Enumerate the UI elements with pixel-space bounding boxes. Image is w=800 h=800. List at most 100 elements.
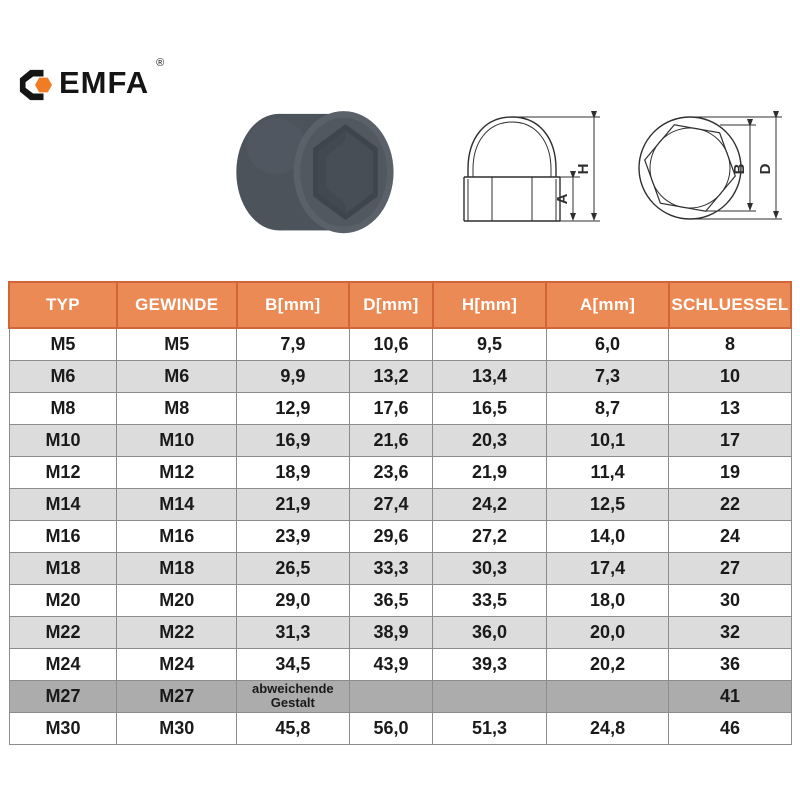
cell-gewinde: M8 bbox=[116, 391, 238, 425]
table-row: M24 M24 34,5 43,9 39,3 20,2 36 bbox=[8, 647, 792, 681]
table-row: M5 M5 7,9 10,6 9,5 6,0 8 bbox=[8, 327, 792, 361]
cell-a: 24,8 bbox=[545, 712, 670, 746]
cell-gewinde: M18 bbox=[116, 551, 238, 585]
table-row: M8 M8 12,9 17,6 16,5 8,7 13 bbox=[8, 391, 792, 425]
cell-gewinde: M10 bbox=[116, 423, 238, 457]
cell-h: 21,9 bbox=[432, 455, 547, 489]
cell-d: 21,6 bbox=[348, 423, 434, 457]
cell-typ: M20 bbox=[8, 583, 118, 617]
brand-logo: EMFA ® bbox=[18, 57, 164, 102]
cell-typ: M8 bbox=[8, 391, 118, 425]
header-d: D[mm] bbox=[348, 281, 434, 329]
header-h: H[mm] bbox=[431, 281, 548, 329]
cell-h: 39,3 bbox=[432, 647, 547, 681]
cell-h: 16,5 bbox=[432, 391, 547, 425]
cell-typ: M14 bbox=[8, 487, 118, 521]
cell-typ: M6 bbox=[8, 359, 118, 393]
cell-a: 12,5 bbox=[545, 487, 670, 521]
cell-h: 33,5 bbox=[432, 583, 547, 617]
cell-b: 21,9 bbox=[236, 487, 350, 521]
table-row: M22 M22 31,3 38,9 36,0 20,0 32 bbox=[8, 615, 792, 649]
cell-schluessel: 8 bbox=[668, 327, 792, 361]
cell-schluessel: 22 bbox=[668, 487, 792, 521]
cell-a: 6,0 bbox=[545, 327, 670, 361]
table-row: M20 M20 29,0 36,5 33,5 18,0 30 bbox=[8, 583, 792, 617]
hex-clamp-logo-icon bbox=[19, 69, 52, 101]
cell-gewinde: M24 bbox=[116, 647, 238, 681]
cell-d: 33,3 bbox=[348, 551, 434, 585]
cell-h: 30,3 bbox=[432, 551, 547, 585]
product-photo bbox=[236, 111, 394, 234]
cell-gewinde: M6 bbox=[116, 359, 238, 393]
cell-schluessel: 30 bbox=[668, 583, 792, 617]
cell-gewinde: M22 bbox=[116, 615, 238, 649]
header-a: A[mm] bbox=[545, 281, 670, 329]
cell-d: 56,0 bbox=[348, 712, 434, 746]
cell-d: 29,6 bbox=[348, 519, 434, 553]
spec-table-body: M5 M5 7,9 10,6 9,5 6,0 8 M6 M6 9,9 13,2 13,4 7,3 10 M8… bbox=[8, 327, 792, 746]
cell-typ: M12 bbox=[8, 455, 118, 489]
cell-a: 20,2 bbox=[545, 647, 670, 681]
cell-d bbox=[348, 679, 434, 714]
cell-b: 26,5 bbox=[236, 551, 350, 585]
cell-d: 10,6 bbox=[348, 327, 434, 361]
table-row: M10 M10 16,9 21,6 20,3 10,1 17 bbox=[8, 423, 792, 457]
cell-d: 43,9 bbox=[348, 647, 434, 681]
cell-schluessel: 41 bbox=[668, 679, 792, 714]
cell-schluessel: 32 bbox=[668, 615, 792, 649]
cell-d: 36,5 bbox=[348, 583, 434, 617]
cell-h bbox=[432, 679, 547, 714]
spec-table: TYP GEWINDE B[mm] D[mm] H[mm] A[mm] SCHL… bbox=[8, 281, 793, 746]
cell-b: 7,9 bbox=[236, 327, 350, 361]
table-row: M18 M18 26,5 33,3 30,3 17,4 27 bbox=[8, 551, 792, 585]
cell-typ: M27 bbox=[8, 679, 118, 714]
cell-b: 45,8 bbox=[236, 712, 350, 746]
cell-a: 14,0 bbox=[545, 519, 670, 553]
cell-typ: M10 bbox=[8, 423, 118, 457]
cell-typ: M5 bbox=[8, 327, 118, 361]
dim-label-H: H bbox=[575, 164, 592, 175]
cell-gewinde: M16 bbox=[116, 519, 238, 553]
cell-typ: M18 bbox=[8, 551, 118, 585]
registered-mark: ® bbox=[156, 57, 165, 69]
cell-a: 17,4 bbox=[545, 551, 670, 585]
spec-table-container: TYP GEWINDE B[mm] D[mm] H[mm] A[mm] SCHL… bbox=[8, 281, 793, 746]
cell-d: 27,4 bbox=[348, 487, 434, 521]
table-row: M16 M16 23,9 29,6 27,2 14,0 24 bbox=[8, 519, 792, 553]
cell-h: 13,4 bbox=[432, 359, 547, 393]
cell-b: 34,5 bbox=[236, 647, 350, 681]
cell-b: 18,9 bbox=[236, 455, 350, 489]
cell-gewinde: M12 bbox=[116, 455, 238, 489]
cell-gewinde: M14 bbox=[116, 487, 238, 521]
table-row: M30 M30 45,8 56,0 51,3 24,8 46 bbox=[8, 712, 792, 746]
cell-gewinde: M20 bbox=[116, 583, 238, 617]
cell-schluessel: 24 bbox=[668, 519, 792, 553]
table-row: M27 M27 abweichende Gestalt 41 bbox=[8, 679, 792, 714]
cell-typ: M22 bbox=[8, 615, 118, 649]
table-row: M14 M14 21,9 27,4 24,2 12,5 22 bbox=[8, 487, 792, 521]
cell-schluessel: 19 bbox=[668, 455, 792, 489]
cell-gewinde: M27 bbox=[116, 679, 238, 714]
cell-b: abweichende Gestalt bbox=[236, 679, 350, 714]
cell-schluessel: 36 bbox=[668, 647, 792, 681]
cell-h: 24,2 bbox=[432, 487, 547, 521]
header-schluessel: SCHLUESSEL bbox=[667, 281, 793, 329]
header-b: B[mm] bbox=[235, 281, 351, 329]
cell-gewinde: M30 bbox=[116, 712, 238, 746]
cell-typ: M16 bbox=[8, 519, 118, 553]
cell-a: 11,4 bbox=[545, 455, 670, 489]
brand-name: EMFA bbox=[59, 65, 150, 100]
cell-a: 10,1 bbox=[545, 423, 670, 457]
side-view-drawing: A H bbox=[463, 111, 600, 222]
cell-h: 20,3 bbox=[432, 423, 547, 457]
cell-typ: M24 bbox=[8, 647, 118, 681]
cell-b: 23,9 bbox=[236, 519, 350, 553]
cell-d: 23,6 bbox=[348, 455, 434, 489]
cell-schluessel: 17 bbox=[668, 423, 792, 457]
cell-h: 9,5 bbox=[432, 327, 547, 361]
cell-schluessel: 13 bbox=[668, 391, 792, 425]
cell-h: 27,2 bbox=[432, 519, 547, 553]
logo-hexagon bbox=[35, 77, 52, 93]
cell-a: 20,0 bbox=[545, 615, 670, 649]
cell-d: 38,9 bbox=[348, 615, 434, 649]
